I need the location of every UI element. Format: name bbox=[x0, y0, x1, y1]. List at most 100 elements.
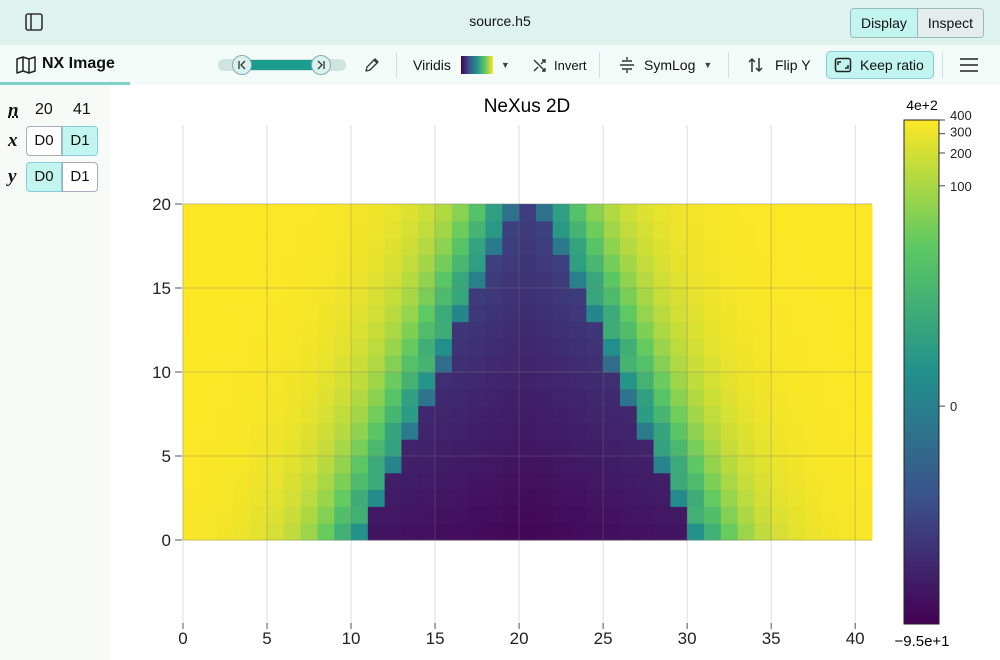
heatmap-cell bbox=[384, 439, 402, 457]
heatmap-cell bbox=[720, 237, 739, 255]
heatmap-cell bbox=[653, 372, 671, 390]
heatmap-cell bbox=[619, 237, 638, 255]
heatmap-cell bbox=[300, 254, 318, 272]
heatmap-cell bbox=[216, 220, 234, 239]
heatmap-cell bbox=[233, 489, 251, 507]
heatmap-cell bbox=[267, 456, 285, 474]
heatmap-cell bbox=[603, 456, 621, 474]
heatmap-cell bbox=[300, 405, 318, 423]
heatmap-cell bbox=[603, 288, 621, 306]
heatmap-cell bbox=[384, 405, 402, 423]
heatmap-cell bbox=[418, 254, 436, 272]
x-d1-button[interactable]: D1 bbox=[62, 126, 98, 156]
heatmap-cell bbox=[317, 489, 335, 507]
heatmap-cell bbox=[502, 506, 520, 524]
heatmap-cell bbox=[485, 388, 503, 407]
heatmap-cell bbox=[636, 338, 655, 356]
heatmap-cell bbox=[283, 254, 302, 272]
heatmap-cell bbox=[821, 456, 839, 474]
menu-icon[interactable] bbox=[959, 57, 979, 73]
heatmap-cell bbox=[233, 237, 251, 255]
heatmap-cell bbox=[804, 220, 823, 239]
heatmap-cell bbox=[283, 388, 302, 407]
heatmap-cell bbox=[519, 304, 537, 323]
heatmap-cell bbox=[636, 321, 655, 339]
heatmap-cell bbox=[653, 456, 671, 474]
heatmap-cell bbox=[703, 506, 722, 524]
colormap-selector[interactable]: Viridis ▼ bbox=[413, 45, 510, 85]
heatmap-cell bbox=[435, 288, 453, 306]
heatmap-cell bbox=[552, 372, 571, 390]
y-axis-label: y bbox=[8, 166, 17, 187]
heatmap-cell bbox=[519, 288, 537, 306]
heatmap-cell bbox=[367, 472, 386, 491]
heatmap-cell bbox=[216, 304, 234, 323]
heatmap-cell bbox=[250, 355, 268, 373]
heatmap-cell bbox=[754, 388, 772, 407]
heatmap-cell bbox=[199, 304, 218, 323]
heatmap-cell bbox=[586, 388, 604, 407]
heatmap-cell bbox=[804, 204, 823, 222]
heatmap-cell bbox=[183, 321, 201, 339]
edit-icon[interactable] bbox=[364, 57, 380, 73]
heatmap-cell bbox=[283, 439, 302, 457]
x-d0-button[interactable]: D0 bbox=[26, 126, 62, 156]
scale-selector[interactable]: SymLog ▼ bbox=[618, 45, 712, 85]
slider-min-handle[interactable] bbox=[232, 55, 252, 75]
heatmap-cell bbox=[451, 355, 470, 373]
heatmap-cell bbox=[519, 204, 537, 222]
heatmap-cell bbox=[435, 422, 453, 440]
heatmap-cell bbox=[838, 439, 856, 457]
heatmap-cell bbox=[754, 220, 772, 239]
heatmap-cell bbox=[636, 288, 655, 306]
heatmap-cell bbox=[468, 388, 486, 407]
heatmap-cell bbox=[771, 456, 789, 474]
heatmap-cell bbox=[250, 388, 268, 407]
x-tick-label: 5 bbox=[262, 629, 271, 648]
heatmap-cell bbox=[300, 523, 318, 541]
heatmap-cell bbox=[804, 523, 823, 541]
sidebar-toggle-icon[interactable] bbox=[24, 12, 44, 32]
heatmap-cell bbox=[754, 271, 772, 289]
heatmap-cell bbox=[737, 456, 755, 474]
inspect-tab[interactable]: Inspect bbox=[916, 9, 983, 37]
heatmap-cell bbox=[199, 321, 218, 339]
invert-button[interactable]: Invert bbox=[532, 45, 587, 85]
heatmap-cell bbox=[771, 405, 789, 423]
heatmap-cell bbox=[787, 288, 806, 306]
heatmap-cell bbox=[787, 422, 806, 440]
heatmap-cell bbox=[737, 523, 755, 541]
heatmap-cell bbox=[787, 489, 806, 507]
heatmap-cell bbox=[435, 456, 453, 474]
heatmap-cell bbox=[586, 220, 604, 239]
nx-image-tab[interactable]: NX Image bbox=[0, 45, 130, 85]
heatmap-cell bbox=[367, 388, 386, 407]
heatmap-cell bbox=[838, 338, 856, 356]
heatmap-cell bbox=[351, 288, 369, 306]
display-tab[interactable]: Display bbox=[850, 9, 917, 37]
y-d1-button[interactable]: D1 bbox=[62, 162, 98, 192]
heatmap-cell bbox=[502, 456, 520, 474]
heatmap-cell bbox=[838, 204, 856, 222]
y-d0-button[interactable]: D0 bbox=[26, 162, 62, 192]
heatmap-cell bbox=[300, 204, 318, 222]
heatmap-cell bbox=[569, 338, 587, 356]
heatmap-cell bbox=[687, 422, 705, 440]
n-axis-label: n bbox=[8, 100, 19, 121]
heatmap-cell bbox=[401, 506, 419, 524]
colorbar-tick-label: 400 bbox=[950, 108, 972, 123]
heatmap-cell bbox=[737, 355, 755, 373]
aspect-ratio-icon bbox=[834, 57, 852, 73]
heatmap-cell bbox=[300, 220, 318, 239]
heatmap-cell bbox=[267, 372, 285, 390]
flip-y-button[interactable]: Flip Y bbox=[747, 45, 811, 85]
keep-ratio-button[interactable] bbox=[826, 51, 934, 79]
heatmap-cell bbox=[552, 506, 571, 524]
heatmap-cell bbox=[619, 472, 638, 491]
heatmap-cell bbox=[267, 388, 285, 407]
heatmap-cell bbox=[787, 237, 806, 255]
heatmap-cell bbox=[317, 372, 335, 390]
heatmap-cell bbox=[703, 422, 722, 440]
slider-max-handle[interactable] bbox=[311, 55, 331, 75]
